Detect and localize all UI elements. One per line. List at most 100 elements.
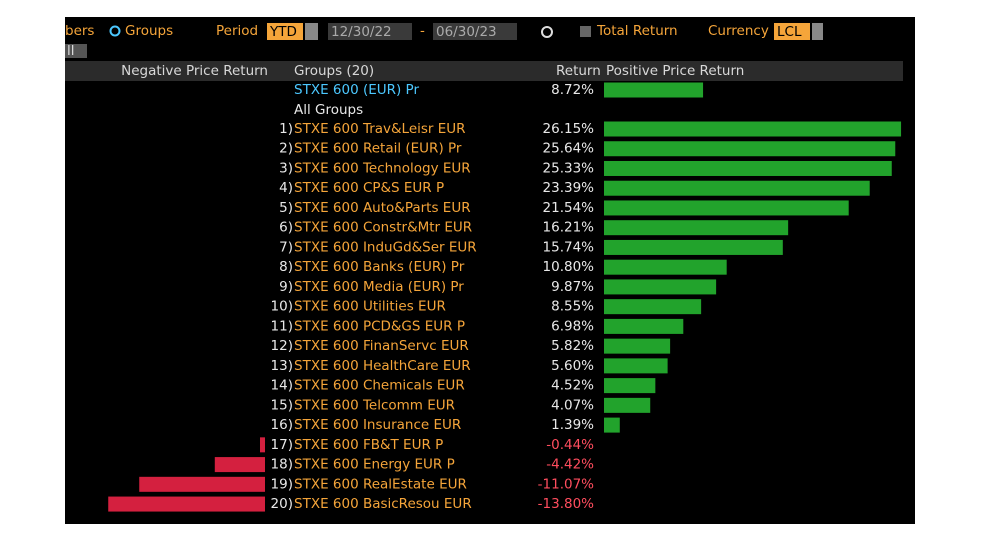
rank: 20): [271, 496, 293, 512]
checkbox[interactable]: [580, 26, 591, 37]
return-value: 25.33%: [543, 160, 595, 176]
rank: 8): [279, 259, 293, 275]
radio[interactable]: [109, 25, 121, 37]
group-name[interactable]: STXE 600 Retail (EUR) Pr: [294, 141, 462, 157]
group-name[interactable]: STXE 600 Utilities EUR: [294, 299, 446, 315]
return-value: 15.74%: [543, 239, 595, 255]
group-name[interactable]: STXE 600 Media (EUR) Pr: [294, 279, 464, 295]
total-return[interactable]: Total Return: [596, 23, 678, 39]
header-bar: [65, 61, 903, 81]
index-value: 8.72%: [551, 82, 594, 98]
rank: 18): [271, 457, 293, 473]
return-value: 10.80%: [543, 259, 595, 275]
group-name[interactable]: STXE 600 Telcomm EUR: [294, 397, 455, 413]
rank: 10): [271, 299, 293, 315]
tab-label[interactable]: ll: [67, 43, 75, 59]
return-value: -13.80%: [538, 496, 595, 512]
return-value: 5.60%: [551, 358, 594, 374]
group-name[interactable]: STXE 600 FB&T EUR P: [294, 437, 443, 453]
return-value: 6.98%: [551, 318, 594, 334]
panel: [65, 17, 915, 524]
bar-positive: [604, 279, 717, 295]
header-positive: Positive Price Return: [606, 63, 744, 79]
header-return: Return: [556, 63, 601, 79]
group-name[interactable]: STXE 600 Trav&Leisr EUR: [294, 121, 466, 137]
group-name[interactable]: STXE 600 Banks (EUR) Pr: [294, 259, 465, 275]
return-value: 8.55%: [551, 299, 594, 315]
rank: 3): [279, 160, 293, 176]
index-name[interactable]: STXE 600 (EUR) Pr: [294, 82, 419, 98]
section-label: All Groups: [294, 102, 363, 118]
bar-positive: [604, 299, 702, 315]
rank: 11): [271, 318, 293, 334]
period[interactable]: YTD: [269, 24, 297, 40]
dropdown[interactable]: [812, 23, 823, 40]
return-value: 25.64%: [543, 141, 595, 157]
bar-positive: [604, 378, 656, 394]
header-negative: Negative Price Return: [121, 63, 268, 79]
rank: 15): [271, 397, 293, 413]
return-value: -4.42%: [546, 457, 594, 473]
group-name[interactable]: STXE 600 Technology EUR: [294, 160, 471, 176]
return-value: 26.15%: [543, 121, 595, 137]
date-separator: -: [420, 23, 425, 39]
group-name[interactable]: STXE 600 RealEstate EUR: [294, 476, 467, 492]
bar-positive: [604, 200, 849, 216]
view-partial[interactable]: bers: [65, 23, 94, 39]
bar-positive: [604, 239, 783, 255]
return-value: 21.54%: [543, 200, 595, 216]
group-name[interactable]: STXE 600 InduGd&Ser EUR: [294, 239, 477, 255]
return-value: 5.82%: [551, 338, 594, 354]
bar-positive: [604, 338, 671, 354]
return-value: 4.07%: [551, 397, 594, 413]
bar-negative: [108, 496, 266, 512]
bar-negative: [260, 437, 265, 453]
date-box[interactable]: [328, 23, 412, 40]
group-name[interactable]: STXE 600 Auto&Parts EUR: [294, 200, 471, 216]
dropdown[interactable]: [305, 23, 318, 40]
bar-positive: [604, 160, 892, 176]
group-name[interactable]: STXE 600 PCD&GS EUR P: [294, 318, 465, 334]
tab[interactable]: [65, 44, 87, 58]
bar-positive: [604, 358, 668, 374]
rank: 2): [279, 141, 293, 157]
group-name[interactable]: STXE 600 Chemicals EUR: [294, 378, 465, 394]
rank: 19): [271, 476, 293, 492]
rank: 4): [279, 180, 293, 196]
bar-negative: [214, 457, 265, 473]
bar-positive: [604, 318, 684, 334]
bar-positive: [604, 121, 902, 137]
group-name[interactable]: STXE 600 BasicResou EUR: [294, 496, 472, 512]
period-label: Period: [216, 23, 258, 39]
group-name[interactable]: STXE 600 Constr&Mtr EUR: [294, 220, 472, 236]
currency-label: Currency: [708, 23, 769, 39]
group-name[interactable]: STXE 600 Insurance EUR: [294, 417, 461, 433]
refresh-icon[interactable]: [541, 26, 553, 38]
header-groups: Groups (20): [294, 63, 374, 79]
return-value: -11.07%: [538, 476, 595, 492]
return-value: 23.39%: [543, 180, 595, 196]
period-box[interactable]: [267, 23, 303, 40]
currency[interactable]: LCL: [777, 24, 802, 40]
return-value: 9.87%: [551, 279, 594, 295]
rank: 9): [279, 279, 293, 295]
view-option[interactable]: Groups: [125, 23, 173, 39]
end-date[interactable]: 06/30/23: [436, 24, 497, 40]
currency-box[interactable]: [774, 23, 810, 40]
rank: 1): [279, 121, 293, 137]
group-name[interactable]: STXE 600 FinanServc EUR: [294, 338, 469, 354]
bar-positive: [604, 82, 704, 98]
group-name[interactable]: STXE 600 Energy EUR P: [294, 457, 455, 473]
return-value: 16.21%: [543, 220, 595, 236]
date-box[interactable]: [433, 23, 517, 40]
rank: 14): [271, 378, 293, 394]
bar-negative: [139, 476, 265, 492]
rank: 7): [279, 239, 293, 255]
group-name[interactable]: STXE 600 HealthCare EUR: [294, 358, 471, 374]
bar-positive: [604, 141, 896, 157]
start-date[interactable]: 12/30/22: [331, 24, 392, 40]
group-name[interactable]: STXE 600 CP&S EUR P: [294, 180, 444, 196]
bar-positive: [604, 417, 620, 433]
